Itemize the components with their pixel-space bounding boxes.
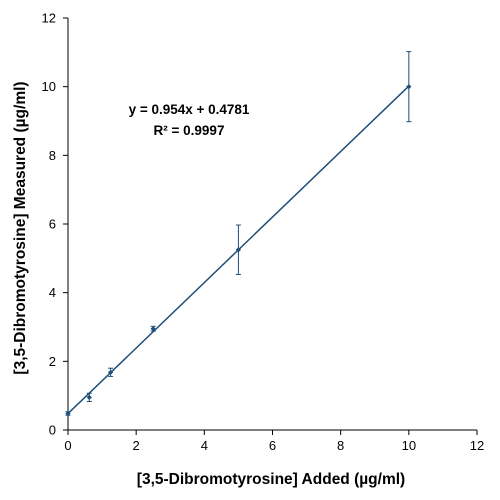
data-point	[235, 247, 242, 253]
data-point	[108, 369, 114, 375]
y-tick-label: 6	[49, 217, 56, 232]
y-tick-label: 0	[49, 423, 56, 438]
x-tick-label: 0	[64, 438, 71, 453]
y-tick-label: 12	[42, 11, 56, 26]
data-points	[65, 84, 412, 417]
r-squared-label: R² = 0.9997	[154, 123, 225, 138]
y-tick-label: 4	[49, 285, 56, 300]
y-tick-label: 2	[49, 354, 56, 369]
axes	[67, 18, 477, 431]
x-tick-label: 6	[269, 438, 276, 453]
data-point	[65, 410, 71, 417]
x-axis-ticks: 0 2 4 6 8 10 12	[64, 430, 484, 453]
y-axis-title: [3,5-Dibromotyrosine] Measured (µg/ml)	[12, 81, 29, 374]
data-point	[406, 84, 412, 90]
y-tick-label: 10	[42, 79, 56, 94]
x-tick-label: 12	[470, 438, 484, 453]
trendline-equation: y = 0.954x + 0.4781	[129, 102, 250, 117]
y-axis-ticks: 0 2 4 6 8 10 12	[42, 11, 68, 438]
x-tick-label: 2	[133, 438, 140, 453]
x-tick-label: 10	[402, 438, 416, 453]
y-tick-label: 8	[49, 148, 56, 163]
x-tick-label: 8	[337, 438, 344, 453]
x-axis-title: [3,5-Dibromotyrosine] Added (µg/ml)	[137, 471, 405, 488]
x-tick-label: 4	[201, 438, 208, 453]
data-point	[150, 326, 156, 332]
data-point	[86, 394, 92, 400]
